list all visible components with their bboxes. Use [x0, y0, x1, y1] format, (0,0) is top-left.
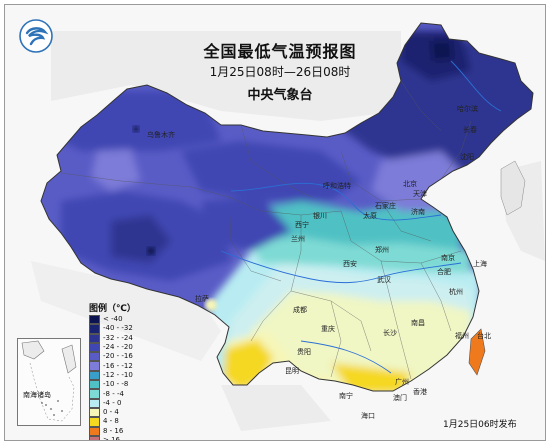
legend-label: 8 - 16 — [103, 426, 124, 435]
city-label: 台北 — [477, 332, 491, 340]
legend-title: 图例（℃） — [89, 304, 136, 314]
map-frame: 全国最低气温预报图 1月25日08时—26日08时 中央气象台 哈尔滨 乌鲁木齐长… — [4, 4, 546, 441]
city-label: 北京 — [403, 180, 417, 188]
temperature-map — [31, 22, 545, 431]
city-label: 武汉 — [377, 276, 391, 284]
legend-swatch — [89, 398, 100, 408]
city-label: 上海 — [473, 260, 487, 268]
city-label: 南宁 — [339, 392, 353, 400]
city-label: 拉萨 — [195, 295, 209, 303]
legend-item: 8 - 16 — [89, 426, 136, 436]
legend-item: -12 - -10 — [89, 370, 136, 381]
city-label: 沈阳 — [460, 153, 474, 161]
city-label: 西安 — [343, 260, 357, 268]
city-label: 重庆 — [321, 325, 335, 333]
issue-time: 1月25日06时发布 — [443, 420, 517, 430]
legend-swatch — [89, 342, 100, 353]
legend-item: < -40 — [89, 315, 136, 325]
legend-label: -40 - -32 — [103, 324, 133, 333]
legend-swatch — [89, 370, 100, 381]
legend-item: -24 - -20 — [89, 342, 136, 353]
city-label: 石家庄 — [375, 202, 396, 210]
legend-label: -24 - -20 — [103, 343, 133, 352]
cma-logo-icon — [19, 19, 53, 53]
legend-label: < -40 — [103, 315, 123, 324]
legend-label: -16 - -12 — [103, 361, 133, 370]
inset-label: 南海诸岛 — [23, 391, 51, 399]
legend-swatch — [89, 324, 100, 334]
city-label: 杭州 — [449, 288, 463, 296]
legend-label: 4 - 8 — [103, 417, 119, 426]
city-label: 乌鲁木齐 — [147, 131, 175, 139]
city-label: 长春 — [463, 126, 477, 134]
legend-swatch — [89, 380, 100, 390]
legend-item: -16 - -12 — [89, 361, 136, 371]
legend-label: -32 - -24 — [103, 333, 133, 342]
taiwan-region — [468, 328, 486, 376]
city-label: 海口 — [361, 412, 375, 420]
legend-item: -10 - -8 — [89, 380, 136, 390]
legend-item: -32 - -24 — [89, 333, 136, 343]
city-label: 成都 — [293, 306, 307, 314]
city-label: 合肥 — [437, 268, 451, 276]
city-label: 西宁 — [295, 221, 309, 229]
city-label: 天津 — [413, 190, 427, 198]
city-label: 哈尔滨 — [457, 105, 478, 113]
city-label: 银川 — [313, 212, 327, 220]
city-label: 济南 — [411, 208, 425, 216]
city-label: 贵阳 — [297, 348, 311, 356]
legend-item: 4 - 8 — [89, 417, 136, 427]
legend-swatch — [89, 352, 100, 362]
legend-label: -10 - -8 — [103, 380, 129, 389]
legend-swatch — [89, 361, 100, 371]
forecast-period: 1月25日08时—26日08时 — [209, 65, 351, 79]
legend-swatch — [89, 407, 100, 418]
legend-item: -20 - -16 — [89, 352, 136, 362]
city-label: 南京 — [441, 254, 455, 262]
legend-swatch — [89, 333, 100, 343]
city-label: 福州 — [455, 332, 469, 340]
legend-item: -40 - -32 — [89, 324, 136, 334]
legend-label: -20 - -16 — [103, 352, 133, 361]
legend-rows: < -40 -40 - -32 -32 - -24 -24 - -20 -20 - -1… — [89, 315, 136, 441]
legend-label: -4 - 0 — [103, 398, 122, 407]
south-china-sea-inset — [17, 338, 81, 426]
inset-map — [21, 340, 77, 422]
legend-item: 0 - 4 — [89, 407, 136, 418]
province-boundaries — [60, 80, 472, 380]
agency-name: 中央气象台 — [247, 88, 313, 103]
national-border — [40, 22, 534, 392]
legend-swatch — [89, 417, 100, 427]
legend: 图例（℃） < -40 -40 - -32 -32 - -24 -24 - -20 -2… — [89, 303, 136, 441]
legend-item: > 16 — [89, 435, 136, 441]
legend-swatch — [89, 315, 100, 325]
legend-item: -8 - -4 — [89, 389, 136, 399]
city-label: 太原 — [363, 212, 377, 220]
map-title: 全国最低气温预报图 — [203, 42, 357, 61]
city-label: 澳门 — [393, 394, 407, 402]
city-label: 昆明 — [285, 367, 299, 375]
city-label: 广州 — [395, 378, 409, 386]
surrounding-land — [31, 31, 545, 431]
legend-label: > 16 — [103, 436, 120, 441]
city-label: 长沙 — [383, 329, 397, 337]
legend-label: -8 - -4 — [103, 389, 124, 398]
legend-swatch — [89, 389, 100, 399]
city-label: 南昌 — [411, 319, 425, 327]
legend-item: -4 - 0 — [89, 398, 136, 408]
city-label: 郑州 — [375, 246, 389, 254]
legend-label: -12 - -10 — [103, 370, 133, 379]
legend-label: 0 - 4 — [103, 408, 119, 417]
city-label: 兰州 — [291, 235, 305, 243]
city-label: 呼和浩特 — [323, 182, 351, 190]
legend-swatch — [89, 435, 100, 440]
city-label: 香港 — [413, 388, 427, 396]
legend-swatch — [89, 426, 100, 436]
rivers — [220, 60, 502, 374]
